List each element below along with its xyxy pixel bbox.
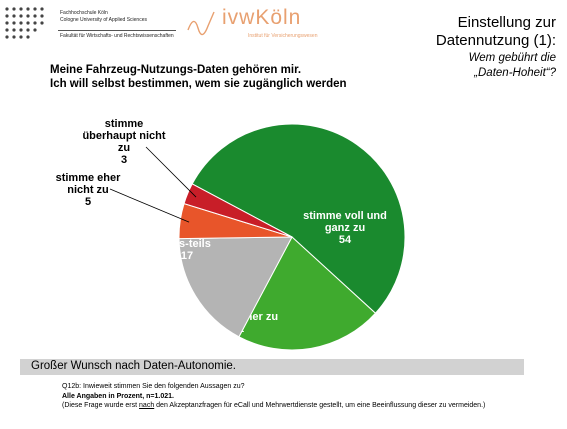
slice-label-line: zu [118, 142, 130, 154]
chart-heading-line-2: Ich will selbst bestimmen, wem sie zugän… [50, 78, 347, 90]
pie-slice-stimme-voll-und-ganz-zu [191, 123, 406, 314]
pie-slice-teils-teils [178, 236, 293, 338]
university-logo-dots-icon [5, 7, 44, 39]
slice-label-line: ganz zu [325, 222, 365, 234]
footnote-note-part-1: (Diese Frage wurde erst [62, 402, 140, 409]
pie-slice-stimme-überhaupt-nicht-zu [183, 183, 293, 238]
ivw-logo-text: ivwKöln [222, 6, 302, 29]
slide-subtitle-line-2: „Daten-Hoheit“? [474, 67, 556, 79]
university-name: Fachhochschule Köln Cologne University o… [60, 10, 147, 23]
faculty-name: Fakultät für Wirtschafts- und Rechtswiss… [60, 33, 174, 39]
summary-band [20, 359, 524, 375]
ivw-wave-icon [187, 11, 215, 36]
slide-title-line-2: Datennutzung (1): [435, 32, 556, 49]
chart-heading-line-1: Meine Fahrzeug-Nutzungs-Daten gehören mi… [50, 64, 302, 76]
slide-title-line-1: Einstellung zur [457, 14, 556, 31]
pie-slice-stimme-eher-zu [238, 236, 377, 351]
slice-label-line: stimme [105, 118, 144, 130]
slice-label-line: stimme voll und [303, 210, 387, 222]
slice-label-stimme-eher-nicht-zu: stimme eher nicht zu 5 [56, 172, 122, 208]
footnote-note: (Diese Frage wurde erst nach den Akzepta… [62, 402, 485, 409]
summary-text: Großer Wunsch nach Daten-Autonomie. [31, 360, 236, 372]
slice-value-label: 17 [181, 250, 193, 262]
leader-line-stimme-überhaupt-nicht-zu [145, 146, 197, 198]
slice-label-line: stimme eher [56, 172, 122, 184]
footnote-note-underlined: nach [139, 402, 155, 409]
slice-label-line: nicht zu [67, 184, 109, 196]
footnote-basis: Alle Angaben in Prozent, n=1.021. [62, 393, 174, 400]
slide-subtitle-line-1: Wem gebührt die [468, 52, 556, 64]
slice-value-label: 5 [85, 196, 91, 208]
ivw-subtitle: Institut für Versicherungswesen [248, 33, 318, 39]
university-name-line-1: Fachhochschule Köln [60, 10, 108, 16]
footnote-note-part-2: den Akzeptanzfragen für eCall und Mehrwe… [154, 402, 486, 409]
university-name-line-2: Cologne University of Applied Sciences [60, 16, 147, 23]
slice-label-stimme-überhaupt-nicht-zu: stimme überhaupt nicht zu 3 [82, 118, 165, 166]
slice-label-line: überhaupt nicht [82, 130, 165, 142]
logo-divider [58, 30, 176, 31]
slice-value-label: 54 [339, 234, 352, 246]
footnote-question: Q12b: Inwieweit stimmen Sie den folgende… [62, 383, 245, 390]
slice-value-label: 3 [121, 154, 127, 166]
slice-label-stimme-voll-und-ganz-zu: stimme voll und ganz zu 54 [303, 210, 387, 246]
slice-label-teils-teils: teils-teils 17 [163, 238, 211, 262]
leader-line-stimme-eher-nicht-zu [109, 188, 190, 223]
slice-label-line: teils-teils [163, 238, 211, 250]
